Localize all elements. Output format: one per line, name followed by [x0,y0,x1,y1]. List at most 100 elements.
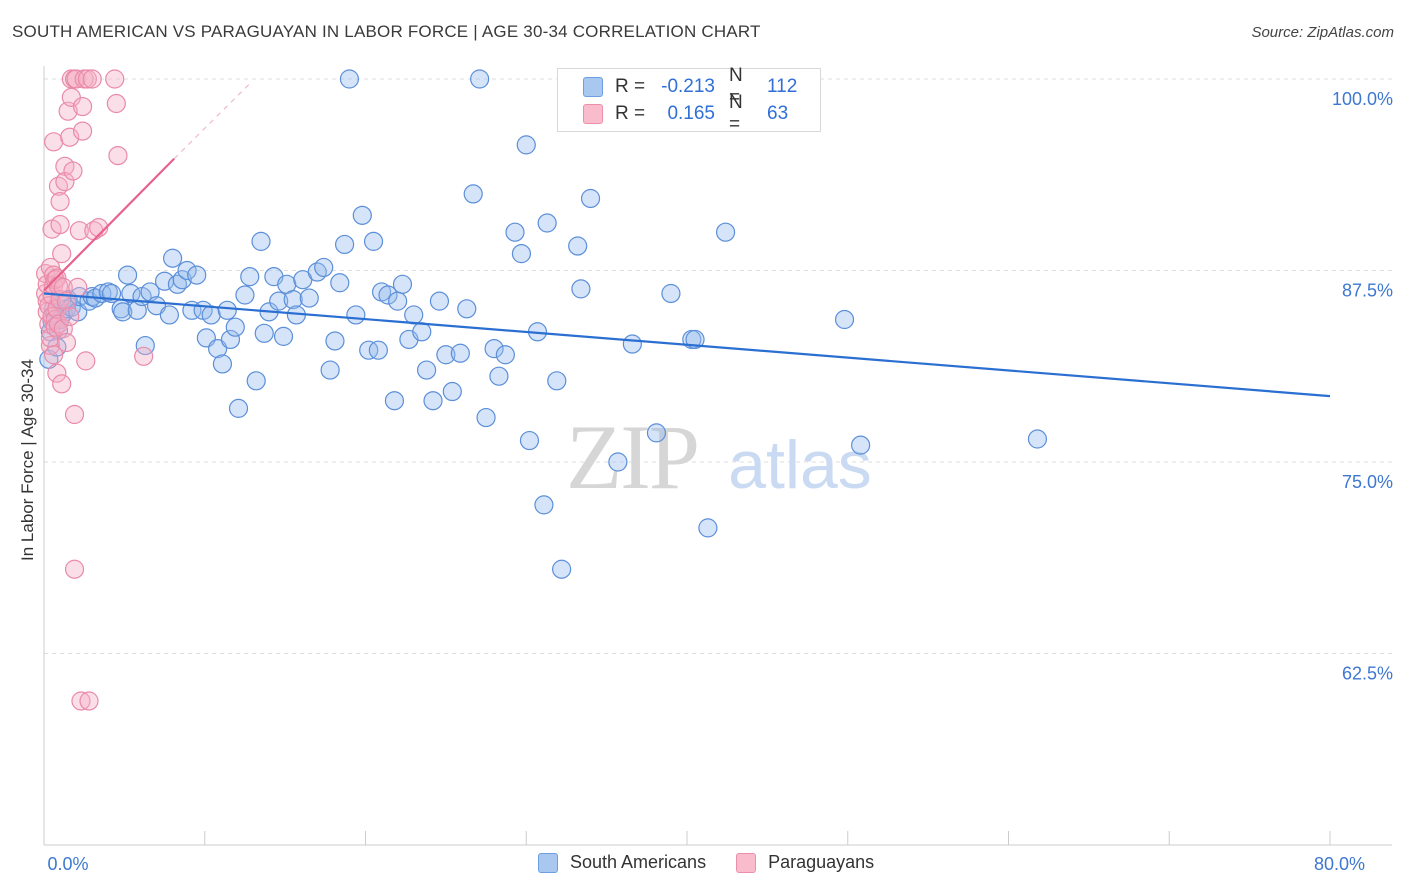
south-american-point [698,518,718,538]
legend-row-south-americans: R = -0.213 N = 112 [583,65,798,108]
y-tick-label: 100.0% [1332,89,1393,109]
south-american-point [240,267,260,287]
paraguayan-point [72,96,93,117]
x-tick-label: 80.0% [1314,854,1365,874]
south-american-point [378,285,398,305]
y-tick-label: 62.5% [1342,664,1393,684]
watermark-zip: ZIP [566,406,698,508]
south-american-point [384,391,405,411]
south-american-trendline [43,292,1331,398]
south-american-point [552,559,572,579]
paraguayan-point [55,172,75,192]
south-american-point [547,371,567,391]
paraguayan-point [44,132,64,152]
south-american-point [571,279,591,299]
south-american-point [228,398,249,418]
south-american-point [339,69,360,89]
south-american-point [368,340,388,360]
south-american-point [442,381,462,402]
south-american-point [646,423,667,443]
paraguayan-point [108,146,128,166]
south-american-point [392,274,413,294]
watermark-atlas: atlas [728,427,872,503]
south-american-point [246,371,266,391]
south-american-point [404,305,424,325]
legend-row-paraguayans: R = 0.165 N = 63 [583,92,788,135]
south-american-point [320,360,340,380]
south-american-point [489,366,509,386]
south-american-point [177,260,197,281]
paraguayan-point [64,559,85,579]
y-tick-label: 75.0% [1342,472,1393,492]
paraguayan-trendline-extension [173,83,251,160]
south-american-point [352,205,372,225]
paraguayan-point [60,306,80,327]
south-american-point [580,188,601,209]
n-value: 112 [767,76,798,97]
south-american-point [235,285,255,305]
south-american-point [314,257,334,278]
legend-swatch-pink [736,852,757,873]
south-american-point [325,331,345,351]
south-american-point [335,234,355,255]
correlation-legend: R = -0.213 N = 112 R = 0.165 N = 63 [557,65,821,135]
paraguayan-point [52,244,72,264]
south-american-point [423,391,443,411]
south-american-point [412,322,432,342]
south-american-point [608,452,628,472]
south-american-point [121,283,141,304]
y-tick-label: 87.5% [1342,281,1393,301]
south-american-point [217,300,237,320]
south-american-point [388,291,408,311]
r-label: R = [615,103,646,124]
south-american-point [661,283,681,304]
legend-swatch-blue [538,852,558,873]
south-american-point [187,265,207,285]
paraguayan-point [44,345,64,365]
south-american-point [568,236,588,256]
paraguayan-point [66,69,86,89]
south-american-point [163,248,183,268]
south-american-point [359,340,379,360]
r-value: 0.165 [667,103,715,124]
south-american-point [457,299,477,319]
paraguayan-point [50,191,70,212]
south-american-point [212,354,233,374]
south-american-point [159,305,179,325]
south-american-point [519,430,540,451]
paraguayan-point [134,346,154,366]
paraguayan-point [79,691,99,711]
r-label: R = [615,76,646,97]
legend-item-south-americans[interactable]: South Americans [538,852,706,873]
south-american-point [537,213,557,233]
south-american-point [113,302,133,322]
south-american-point [505,222,525,242]
south-american-point [470,69,490,89]
south-american-point [346,305,366,325]
south-american-point [511,244,532,264]
legend-item-paraguayans[interactable]: Paraguayans [736,852,874,873]
paraguayan-point [105,69,125,89]
south-american-point [450,343,470,363]
south-american-point [534,495,554,515]
south-american-point [516,135,536,155]
n-label: N = [729,92,743,135]
south-american-point [299,288,319,308]
south-american-point [463,184,483,204]
south-american-point [201,305,221,325]
paraguayan-point [52,374,72,394]
south-american-point [622,334,642,354]
paraguayan-point [82,69,102,89]
south-american-point [1027,429,1048,449]
south-american-point [283,290,303,310]
south-american-point [715,222,736,242]
south-american-point [436,345,456,365]
legend-label: Paraguayans [768,852,875,872]
paraguayan-point [71,691,91,711]
south-american-point [172,270,192,290]
south-american-point [273,326,294,346]
paraguayan-point [69,221,89,241]
paraguayan-point [50,214,70,235]
r-value: -0.213 [661,76,715,97]
paraguayan-point [77,69,98,89]
